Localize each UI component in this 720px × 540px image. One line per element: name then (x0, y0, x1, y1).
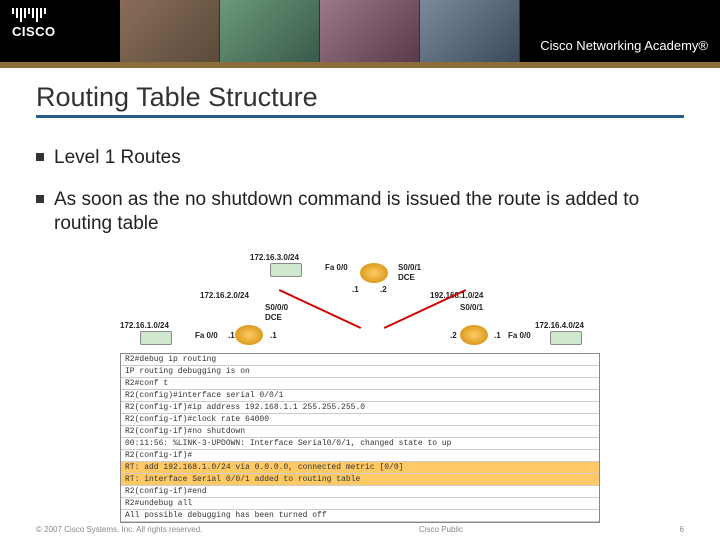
bullet-marker-icon (36, 195, 44, 203)
interface-label: S0/0/1 (398, 263, 421, 272)
terminal-line-highlighted: RT: interface Serial 0/0/1 added to rout… (121, 474, 599, 486)
interface-label: Fa 0/0 (508, 331, 531, 340)
terminal-line: R2#conf t (121, 378, 599, 390)
network-label: 172.16.2.0/24 (200, 291, 249, 300)
network-node-icon (270, 263, 302, 277)
network-diagram: 172.16.3.0/24 Fa 0/0 S0/0/1 DCE .1 .2 17… (120, 253, 600, 523)
page-number: 6 (680, 525, 684, 534)
interface-label: S0/0/0 (265, 303, 288, 312)
slide-title: Routing Table Structure (36, 82, 720, 113)
bullet-list: Level 1 Routes As soon as the no shutdow… (36, 146, 684, 235)
header-photo (320, 0, 420, 62)
terminal-line: R2(config-if)#clock rate 64000 (121, 414, 599, 426)
cisco-logo: CISCO (12, 8, 56, 39)
slide-footer: © 2007 Cisco Systems, Inc. All rights re… (0, 525, 720, 534)
network-label: 172.16.3.0/24 (250, 253, 299, 262)
router-r1-icon (235, 325, 263, 345)
header-photo-strip (120, 0, 520, 62)
terminal-line: R2(config-if)#no shutdown (121, 426, 599, 438)
footer-label: Cisco Public (419, 525, 463, 534)
link-line (384, 289, 466, 329)
bullet-text: Level 1 Routes (54, 146, 181, 170)
interface-label: Fa 0/0 (325, 263, 348, 272)
network-node-icon (140, 331, 172, 345)
dot-label: .2 (380, 285, 387, 294)
dot-label: .1 (352, 285, 359, 294)
interface-label: S0/0/1 (460, 303, 483, 312)
network-label: 172.16.4.0/24 (535, 321, 584, 330)
bullet-marker-icon (36, 153, 44, 161)
cisco-logo-bars (12, 8, 56, 22)
terminal-line: R2#undebug all (121, 498, 599, 510)
title-underline (36, 115, 684, 118)
interface-label: DCE (265, 313, 282, 322)
interface-label: Fa 0/0 (195, 331, 218, 340)
router-r3-icon (460, 325, 488, 345)
terminal-line: R2#debug ip routing (121, 354, 599, 366)
bullet-item: As soon as the no shutdown command is is… (36, 188, 684, 236)
terminal-line: R2(config-if)#end (121, 486, 599, 498)
cisco-logo-text: CISCO (12, 24, 56, 39)
bullet-text: As soon as the no shutdown command is is… (54, 188, 684, 236)
terminal-line: 00:11:56: %LINK-3-UPDOWN: Interface Seri… (121, 438, 599, 450)
academy-label: Cisco Networking Academy® (540, 38, 708, 53)
terminal-line: R2(config-if)#ip address 192.168.1.1 255… (121, 402, 599, 414)
interface-label: DCE (398, 273, 415, 282)
terminal-output: R2#debug ip routing IP routing debugging… (120, 353, 600, 523)
terminal-line: IP routing debugging is on (121, 366, 599, 378)
terminal-line-highlighted: RT: add 192.168.1.0/24 via 0.0.0.0, conn… (121, 462, 599, 474)
header-photo (220, 0, 320, 62)
network-label: 172.16.1.0/24 (120, 321, 169, 330)
topology-area: 172.16.3.0/24 Fa 0/0 S0/0/1 DCE .1 .2 17… (120, 253, 600, 353)
terminal-line: R2(config-if)# (121, 450, 599, 462)
header-photo (420, 0, 520, 62)
bullet-item: Level 1 Routes (36, 146, 684, 170)
terminal-line: R2(config)#interface serial 0/0/1 (121, 390, 599, 402)
dot-label: .1 (228, 331, 235, 340)
dot-label: .2 (450, 331, 457, 340)
terminal-line: All possible debugging has been turned o… (121, 510, 599, 522)
router-r2-icon (360, 263, 388, 283)
link-line (279, 289, 361, 329)
network-node-icon (550, 331, 582, 345)
slide-header: CISCO Cisco Networking Academy® (0, 0, 720, 68)
dot-label: .1 (270, 331, 277, 340)
header-photo (120, 0, 220, 62)
header-accent-bar (0, 62, 720, 68)
dot-label: .1 (494, 331, 501, 340)
copyright-text: © 2007 Cisco Systems, Inc. All rights re… (36, 525, 202, 534)
